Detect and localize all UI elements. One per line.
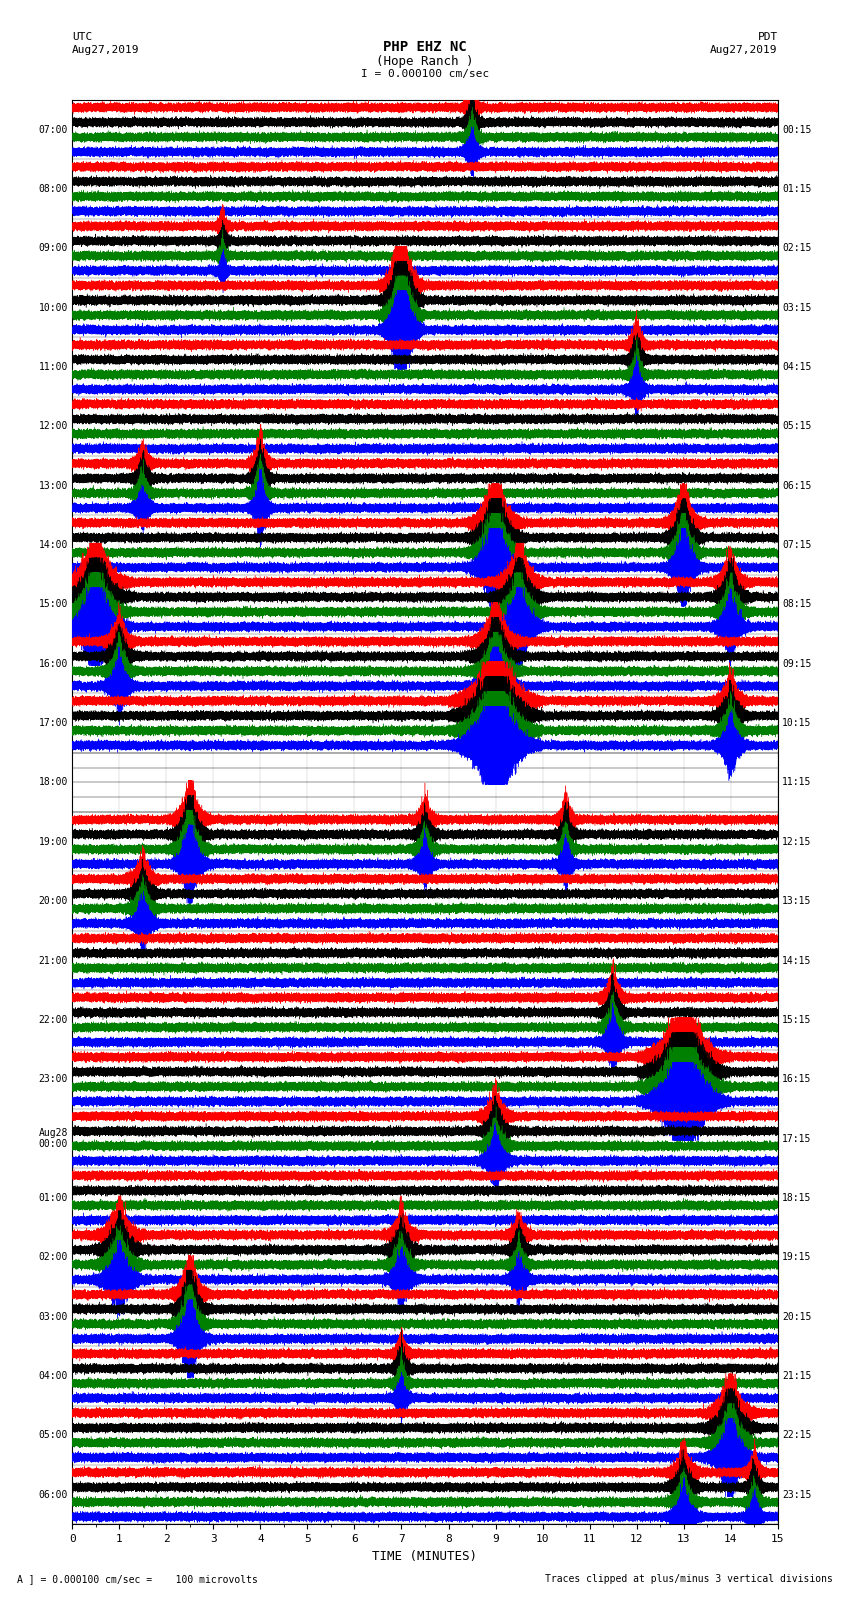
Text: (Hope Ranch ): (Hope Ranch ) <box>377 55 473 68</box>
Text: 09:15: 09:15 <box>782 658 812 669</box>
Text: 08:15: 08:15 <box>782 600 812 610</box>
Text: 11:00: 11:00 <box>38 361 68 373</box>
Text: 02:00: 02:00 <box>38 1252 68 1263</box>
Text: 10:00: 10:00 <box>38 303 68 313</box>
Text: 01:15: 01:15 <box>782 184 812 194</box>
Text: 13:00: 13:00 <box>38 481 68 490</box>
Text: 22:00: 22:00 <box>38 1015 68 1024</box>
Text: 05:00: 05:00 <box>38 1431 68 1440</box>
Text: Aug27,2019: Aug27,2019 <box>72 45 139 55</box>
Text: 02:15: 02:15 <box>782 244 812 253</box>
Text: Aug27,2019: Aug27,2019 <box>711 45 778 55</box>
Text: Aug28
00:00: Aug28 00:00 <box>38 1127 68 1150</box>
Text: 21:15: 21:15 <box>782 1371 812 1381</box>
Text: 22:15: 22:15 <box>782 1431 812 1440</box>
Text: PDT: PDT <box>757 32 778 42</box>
Text: 00:15: 00:15 <box>782 124 812 134</box>
Text: 18:15: 18:15 <box>782 1194 812 1203</box>
Text: 06:15: 06:15 <box>782 481 812 490</box>
X-axis label: TIME (MINUTES): TIME (MINUTES) <box>372 1550 478 1563</box>
Text: PHP EHZ NC: PHP EHZ NC <box>383 40 467 55</box>
Text: 07:00: 07:00 <box>38 124 68 134</box>
Text: A ] = 0.000100 cm/sec =    100 microvolts: A ] = 0.000100 cm/sec = 100 microvolts <box>17 1574 258 1584</box>
Text: I = 0.000100 cm/sec: I = 0.000100 cm/sec <box>361 69 489 79</box>
Text: 09:00: 09:00 <box>38 244 68 253</box>
Text: 11:15: 11:15 <box>782 777 812 787</box>
Text: 04:00: 04:00 <box>38 1371 68 1381</box>
Bar <box>72 753 778 813</box>
Text: Traces clipped at plus/minus 3 vertical divisions: Traces clipped at plus/minus 3 vertical … <box>545 1574 833 1584</box>
Text: 19:00: 19:00 <box>38 837 68 847</box>
Text: 23:15: 23:15 <box>782 1490 812 1500</box>
Text: 05:15: 05:15 <box>782 421 812 431</box>
Text: 08:00: 08:00 <box>38 184 68 194</box>
Text: 23:00: 23:00 <box>38 1074 68 1084</box>
Text: 20:00: 20:00 <box>38 897 68 907</box>
Text: UTC: UTC <box>72 32 93 42</box>
Text: 13:15: 13:15 <box>782 897 812 907</box>
Text: 10:15: 10:15 <box>782 718 812 727</box>
Text: 03:00: 03:00 <box>38 1311 68 1321</box>
Text: 16:15: 16:15 <box>782 1074 812 1084</box>
Text: 17:15: 17:15 <box>782 1134 812 1144</box>
Text: 15:15: 15:15 <box>782 1015 812 1024</box>
Text: 17:00: 17:00 <box>38 718 68 727</box>
Text: 03:15: 03:15 <box>782 303 812 313</box>
Text: 21:00: 21:00 <box>38 955 68 966</box>
Text: 18:00: 18:00 <box>38 777 68 787</box>
Text: 01:00: 01:00 <box>38 1194 68 1203</box>
Text: 16:00: 16:00 <box>38 658 68 669</box>
Text: 14:15: 14:15 <box>782 955 812 966</box>
Text: 12:00: 12:00 <box>38 421 68 431</box>
Text: 12:15: 12:15 <box>782 837 812 847</box>
Text: 15:00: 15:00 <box>38 600 68 610</box>
Text: 20:15: 20:15 <box>782 1311 812 1321</box>
Text: 06:00: 06:00 <box>38 1490 68 1500</box>
Text: 07:15: 07:15 <box>782 540 812 550</box>
Text: 04:15: 04:15 <box>782 361 812 373</box>
Text: 19:15: 19:15 <box>782 1252 812 1263</box>
Text: 14:00: 14:00 <box>38 540 68 550</box>
